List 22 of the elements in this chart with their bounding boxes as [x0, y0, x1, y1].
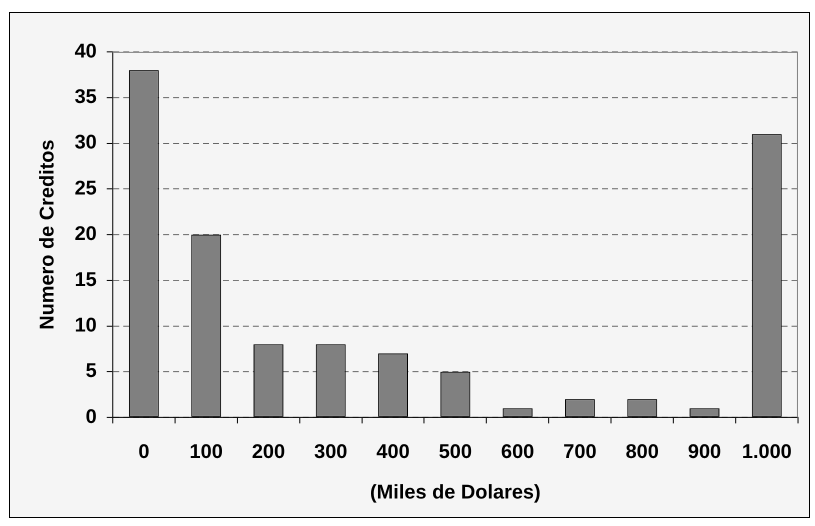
x-tick-label: 600 [501, 440, 534, 463]
x-tick-label: 400 [376, 440, 410, 463]
x-tick-label: 0 [138, 440, 150, 463]
y-tick-label: 15 [74, 268, 97, 291]
x-tick-label: 200 [252, 440, 286, 463]
y-axis-title: Numero de Creditos [36, 139, 58, 330]
y-tick-label: 20 [74, 223, 97, 246]
y-tick-label: 25 [74, 177, 97, 200]
y-tick-label: 40 [74, 40, 97, 62]
x-tick-label: 900 [688, 440, 722, 463]
y-tick-label: 35 [74, 86, 97, 108]
x-tick-label: 1.000 [742, 440, 792, 463]
y-tick-label: 10 [74, 314, 97, 336]
x-tick-label: 700 [563, 440, 597, 463]
x-tick-label: 300 [314, 440, 348, 463]
x-tick-label: 500 [438, 440, 472, 463]
y-tick-label: 5 [86, 360, 97, 382]
x-tick-label: 800 [626, 440, 659, 463]
y-tick-label: 30 [74, 132, 97, 154]
x-tick-label: 100 [190, 440, 223, 463]
x-axis-title: (Miles de Dolares) [370, 482, 541, 504]
y-tick-label: 0 [86, 406, 97, 428]
